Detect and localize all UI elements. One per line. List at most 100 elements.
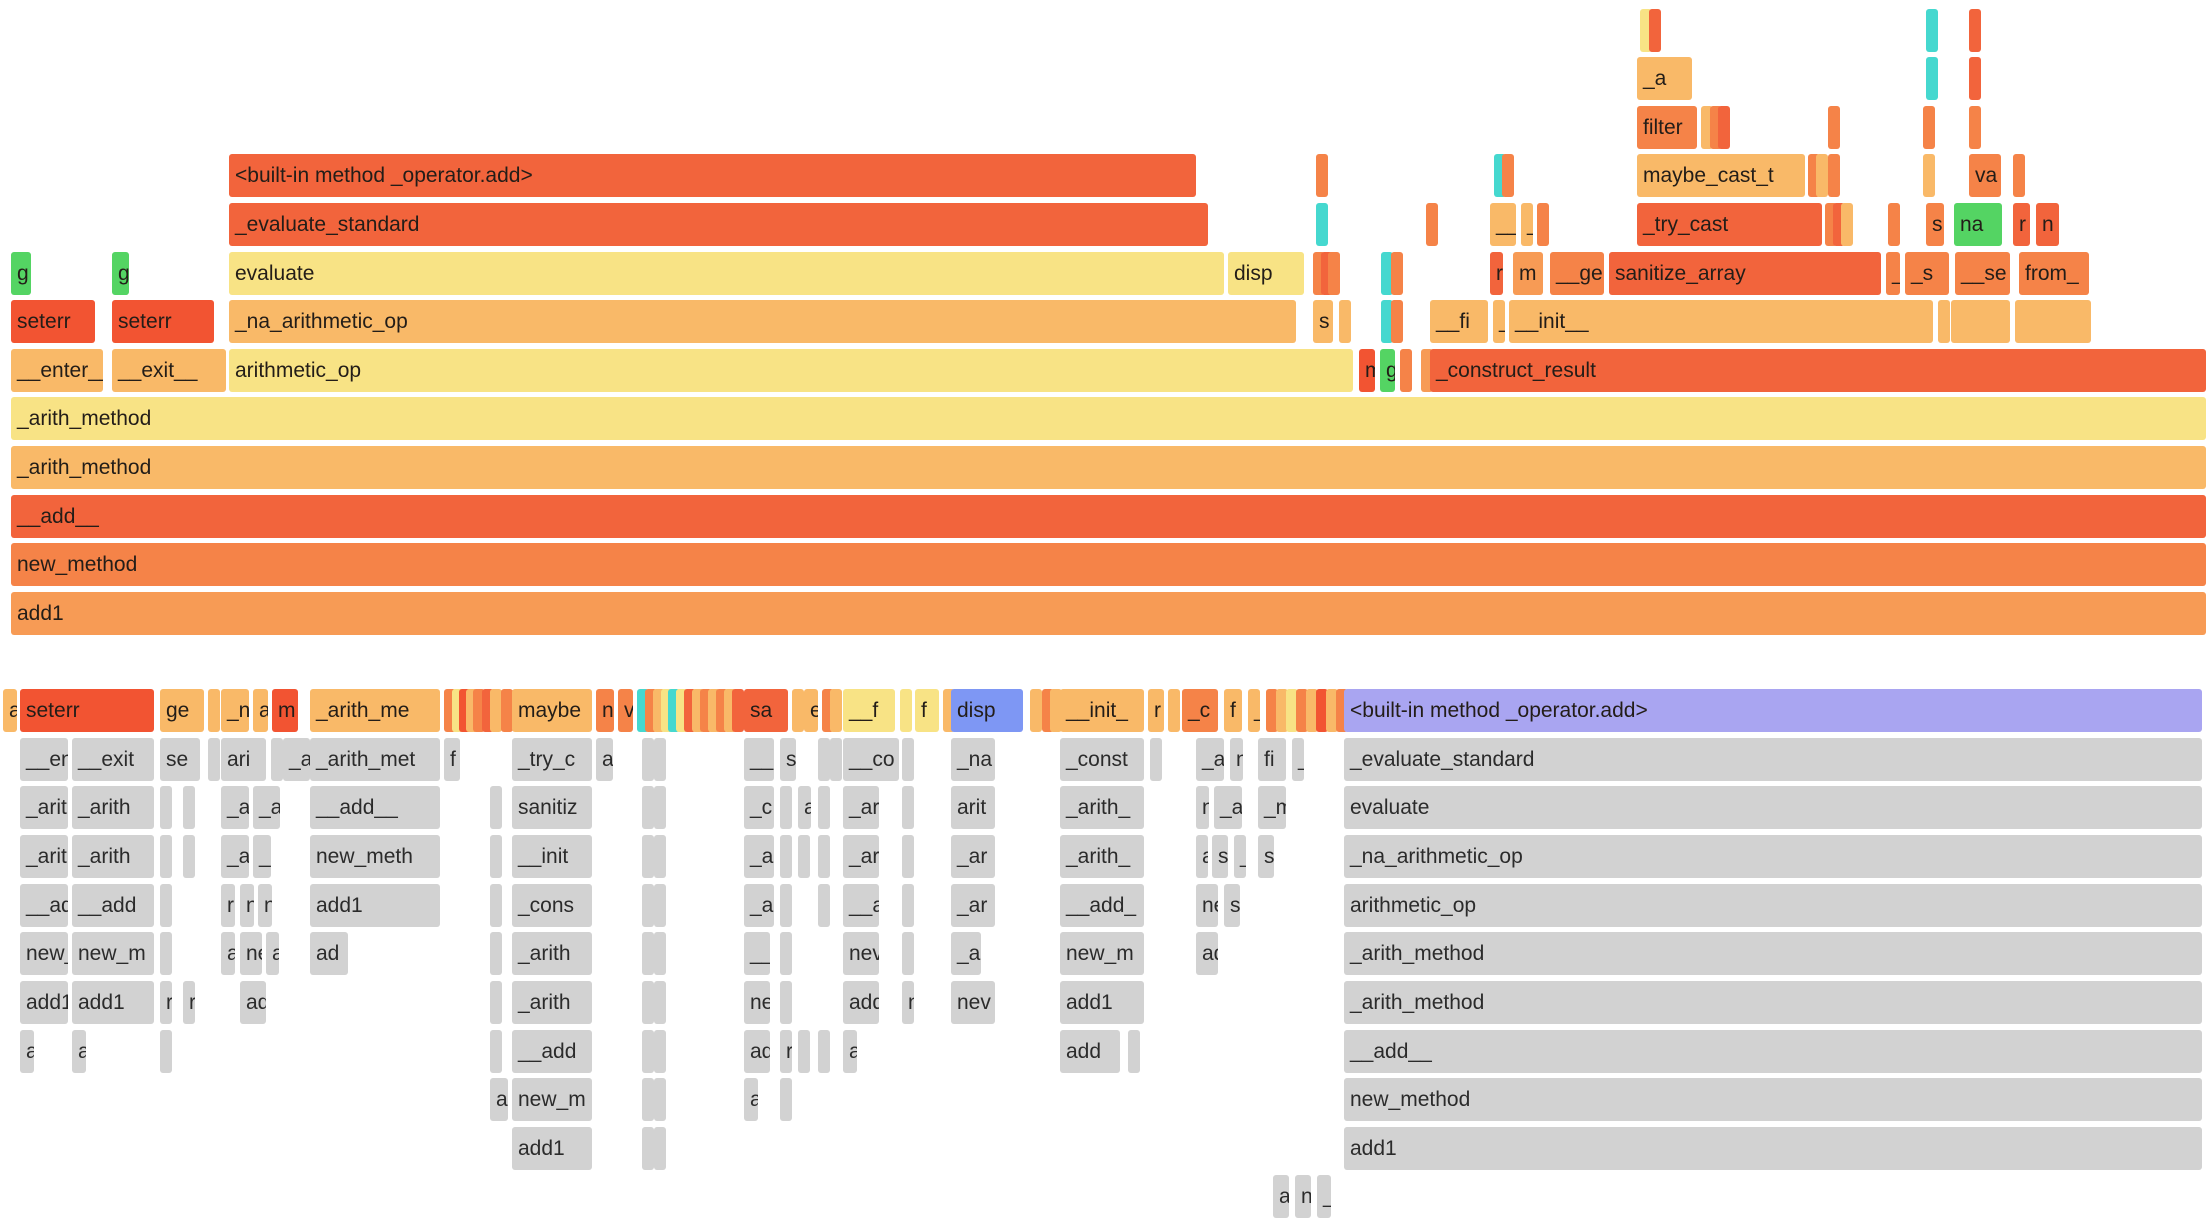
frame-sliver[interactable] — [501, 689, 513, 732]
frame-sliver[interactable] — [654, 884, 666, 927]
frame-ge[interactable]: ge — [160, 689, 204, 732]
frame-filter[interactable]: filter — [1637, 106, 1697, 149]
frame-evaluate-standard[interactable]: _evaluate_standard — [229, 203, 1208, 246]
frame-c[interactable]: _c — [744, 786, 774, 829]
frame-arith-method[interactable]: _arith_method — [11, 446, 2206, 489]
frame-evaluate-standard[interactable]: _evaluate_standard — [1344, 738, 2202, 781]
frame-sliver[interactable] — [642, 786, 654, 829]
frame-a[interactable]: a — [490, 1078, 508, 1121]
frame-sanitiz[interactable]: sanitiz — [512, 786, 592, 829]
frame-enter[interactable]: __enter__ — [11, 349, 103, 392]
frame-sliver[interactable] — [2013, 154, 2025, 197]
frame-ne[interactable]: ne — [1196, 884, 1218, 927]
frame-sliver[interactable] — [1888, 203, 1900, 246]
frame-sliver[interactable] — [1816, 154, 1828, 197]
frame-sliver[interactable] — [780, 884, 792, 927]
frame-sliver[interactable] — [1426, 203, 1438, 246]
frame-ad[interactable]: ad — [310, 932, 348, 975]
frame-sliver[interactable] — [183, 835, 195, 878]
frame-n[interactable]: n — [1230, 738, 1243, 781]
frame-n[interactable]: n — [240, 884, 254, 927]
frame-sliver[interactable] — [902, 884, 914, 927]
frame-disp[interactable]: disp — [951, 689, 1023, 732]
frame-a[interactable]: a — [798, 786, 811, 829]
frame-sliver[interactable] — [902, 738, 914, 781]
frame-g[interactable]: g — [11, 252, 31, 295]
frame-add1[interactable]: add1 — [512, 1127, 592, 1170]
frame-sliver[interactable] — [792, 689, 804, 732]
frame-add1[interactable]: add1 — [72, 981, 154, 1024]
frame-ad[interactable]: __ad — [20, 884, 68, 927]
frame-sliver[interactable] — [654, 981, 666, 1024]
frame-a[interactable]: a — [72, 1030, 86, 1073]
frame-sliver[interactable] — [1296, 689, 1308, 732]
frame-new-m[interactable]: new_m — [72, 932, 154, 975]
frame-sliver[interactable] — [1030, 689, 1042, 732]
frame-f[interactable]: __f — [843, 689, 895, 732]
frame-ad[interactable]: ad — [1196, 932, 1218, 975]
frame-a[interactable]: a — [1196, 835, 1208, 878]
frame-add1[interactable]: add1 — [310, 884, 440, 927]
frame-sliver[interactable]: __ — [744, 738, 774, 781]
frame-sliver[interactable] — [654, 1030, 666, 1073]
frame-ar[interactable]: _ar — [843, 835, 879, 878]
frame-sliver[interactable]: _ — [1234, 835, 1246, 878]
frame-seterr[interactable]: seterr — [20, 689, 154, 732]
frame-sliver[interactable] — [1266, 689, 1278, 732]
frame-sliver[interactable] — [902, 932, 914, 975]
frame-sliver[interactable] — [2015, 300, 2091, 343]
frame-sliver[interactable] — [208, 738, 220, 781]
frame-arit[interactable]: _arit — [20, 835, 68, 878]
frame-f[interactable]: f — [915, 689, 939, 732]
frame-sliver[interactable] — [642, 738, 654, 781]
frame-disp[interactable]: disp — [1228, 252, 1304, 295]
frame-sliver[interactable]: _ — [1292, 738, 1304, 781]
frame-sliver[interactable]: _ — [1317, 1175, 1331, 1218]
frame-sliver[interactable] — [1316, 689, 1328, 732]
frame-c[interactable]: _c — [1182, 689, 1218, 732]
frame-new-meth[interactable]: new_meth — [310, 835, 440, 878]
frame-a[interactable]: a — [266, 932, 279, 975]
frame-sliver[interactable] — [830, 689, 842, 732]
frame-construct-result[interactable]: _construct_result — [1430, 349, 2206, 392]
frame-a[interactable]: _a — [744, 835, 774, 878]
frame-f[interactable]: f — [444, 738, 460, 781]
frame-sliver[interactable] — [654, 1078, 666, 1121]
frame-built-in-method-operator-add[interactable]: <built-in method _operator.add> — [229, 154, 1196, 197]
frame-sliver[interactable] — [1718, 106, 1730, 149]
frame-sliver[interactable] — [798, 1030, 810, 1073]
frame-sliver[interactable] — [780, 1078, 792, 1121]
frame-add[interactable]: __add — [512, 1030, 592, 1073]
frame-sliver[interactable] — [642, 884, 654, 927]
frame-sliver[interactable] — [1381, 252, 1393, 295]
frame-sliver[interactable] — [183, 786, 195, 829]
frame-sliver[interactable] — [1150, 738, 1162, 781]
frame-sliver[interactable] — [160, 835, 172, 878]
frame-fi[interactable]: fi — [1258, 738, 1286, 781]
frame-sliver[interactable] — [1276, 689, 1288, 732]
frame-m[interactable]: _m — [1258, 786, 1286, 829]
frame-s[interactable]: _s — [1905, 252, 1949, 295]
frame-fi[interactable]: __fi — [1430, 300, 1488, 343]
frame-seterr[interactable]: seterr — [112, 300, 214, 343]
frame-arith-method[interactable]: _arith_method — [11, 397, 2206, 440]
frame-new-method[interactable]: new_method — [1344, 1078, 2202, 1121]
frame-sliver[interactable] — [1400, 349, 1412, 392]
frame-sliver[interactable]: _ — [1493, 300, 1505, 343]
frame-built-in-method-operator-add[interactable]: <built-in method _operator.add> — [1344, 689, 2202, 732]
frame-m[interactable]: m — [1513, 252, 1543, 295]
frame-sliver[interactable] — [490, 981, 502, 1024]
frame-ar[interactable]: _ar — [951, 884, 995, 927]
frame-arith-met[interactable]: _arith_met — [310, 738, 440, 781]
frame-sliver[interactable] — [818, 884, 830, 927]
frame-sliver[interactable] — [642, 835, 654, 878]
frame-sliver[interactable] — [160, 932, 172, 975]
frame-a[interactable]: _a — [1214, 786, 1242, 829]
frame-a[interactable]: a — [1273, 1175, 1289, 1218]
frame-const[interactable]: _const — [1060, 738, 1144, 781]
frame-arith[interactable]: _arith — [512, 981, 592, 1024]
frame-new-m[interactable]: new_m — [1060, 932, 1144, 975]
frame-a[interactable]: a — [221, 932, 235, 975]
frame-sliver[interactable] — [902, 786, 914, 829]
frame-sliver[interactable] — [780, 932, 792, 975]
